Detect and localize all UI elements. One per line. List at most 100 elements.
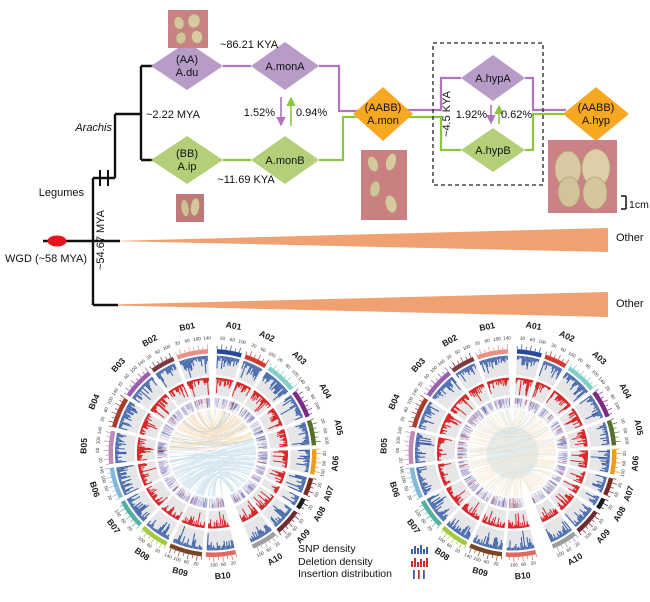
svg-text:100: 100	[400, 475, 407, 484]
svg-text:20: 20	[106, 494, 113, 501]
svg-text:100: 100	[473, 556, 482, 563]
svg-text:100: 100	[106, 396, 114, 405]
svg-text:60: 60	[230, 337, 236, 343]
svg-text:20: 20	[417, 380, 424, 387]
circos-plot-left: 20 60 100A012060100A022060100140A032060100…	[78, 320, 345, 582]
svg-text:A07: A07	[621, 484, 636, 502]
svg-text:B04: B04	[86, 392, 102, 411]
svg-text:60: 60	[103, 485, 110, 492]
svg-text:100: 100	[267, 350, 277, 358]
insertion-distribution-label: Insertion distribution	[298, 568, 392, 581]
svg-text:A03: A03	[590, 349, 609, 367]
svg-text:20: 20	[154, 547, 161, 554]
gene-flow-062-label: 0.62%	[501, 109, 532, 121]
svg-text:A10: A10	[266, 551, 285, 568]
node-a-hypb	[461, 128, 525, 172]
track-legend: SNP density Deletion density Insertion d…	[298, 543, 430, 581]
node-a-hypa	[461, 55, 525, 101]
svg-text:20: 20	[607, 504, 614, 511]
svg-text:60: 60	[560, 346, 567, 353]
svg-text:A05: A05	[632, 419, 645, 437]
svg-text:B03: B03	[409, 356, 427, 375]
divergence-1169kya-label: ~11.69 KYA	[217, 174, 275, 186]
node-a-ip-label: A.ip	[178, 161, 197, 173]
svg-text:60: 60	[521, 562, 527, 568]
node-a-hyp	[563, 87, 629, 141]
node-a-du	[151, 42, 223, 90]
synteny-links	[168, 409, 257, 497]
svg-text:60: 60	[123, 373, 130, 380]
svg-text:20: 20	[604, 385, 611, 392]
svg-text:60: 60	[621, 460, 626, 466]
node-a-du-genome-label: (AA)	[176, 54, 198, 66]
snp-density-label: SNP density	[298, 543, 356, 556]
svg-text:20: 20	[406, 494, 413, 501]
svg-text:A04: A04	[317, 382, 333, 401]
svg-text:60: 60	[184, 338, 191, 344]
svg-text:60: 60	[484, 338, 491, 344]
svg-text:100: 100	[591, 369, 600, 378]
node-a-hyp-genome-label: (AABB)	[578, 102, 615, 114]
other-top-label: Other	[616, 232, 644, 244]
svg-text:B03: B03	[109, 356, 127, 375]
gene-flow-152-label: 1.52%	[244, 107, 275, 119]
svg-text:140: 140	[437, 358, 446, 367]
svg-text:60: 60	[103, 406, 110, 413]
svg-text:100: 100	[510, 562, 518, 567]
svg-text:20: 20	[126, 525, 133, 532]
svg-text:20: 20	[577, 356, 584, 363]
svg-text:100: 100	[100, 475, 107, 484]
svg-text:B02: B02	[440, 332, 459, 349]
svg-text:B10: B10	[514, 570, 531, 581]
node-a-ip	[151, 136, 223, 184]
legend-row-snp: SNP density	[298, 543, 430, 556]
density-tracks	[114, 355, 311, 551]
svg-text:B05: B05	[378, 438, 389, 455]
wgd-event-dot	[47, 235, 67, 247]
svg-text:60: 60	[322, 428, 328, 434]
photo-a-mon-pods	[361, 150, 407, 220]
svg-text:20: 20	[230, 560, 236, 566]
gene-flow-094-label: 0.94%	[296, 107, 327, 119]
svg-text:100: 100	[556, 550, 565, 558]
node-a-monb	[251, 136, 319, 184]
svg-text:140: 140	[137, 358, 146, 367]
node-a-mona	[251, 42, 319, 90]
svg-text:A07: A07	[321, 484, 336, 502]
node-a-mon-genome-label: (AABB)	[365, 102, 402, 114]
svg-text:20: 20	[298, 517, 305, 524]
svg-text:A03: A03	[290, 349, 309, 367]
red-histogram-icon	[411, 557, 428, 567]
node-a-hypa-label: A.hypA	[475, 73, 511, 85]
svg-text:60: 60	[309, 393, 316, 400]
svg-text:100: 100	[567, 350, 577, 358]
node-a-hypb-label: A.hypB	[475, 145, 510, 157]
svg-text:A08: A08	[311, 504, 328, 523]
svg-text:A06: A06	[629, 455, 640, 472]
svg-text:20: 20	[446, 353, 453, 360]
svg-text:100: 100	[291, 369, 300, 378]
svg-text:20: 20	[493, 561, 499, 567]
svg-text:60: 60	[420, 518, 427, 525]
svg-text:20: 20	[193, 561, 199, 567]
svg-text:60: 60	[591, 525, 598, 532]
other-clade-triangle-bottom	[93, 292, 608, 317]
svg-text:20: 20	[251, 342, 258, 349]
svg-text:100: 100	[624, 436, 630, 445]
node-a-monb-label: A.monB	[265, 155, 304, 167]
svg-text:100: 100	[584, 531, 593, 540]
svg-text:20: 20	[317, 482, 323, 489]
svg-text:60: 60	[622, 428, 628, 434]
svg-text:60: 60	[403, 485, 410, 492]
chromosome-ring	[403, 344, 622, 562]
legend-row-deletion: Deletion density	[298, 556, 430, 569]
svg-text:20: 20	[399, 416, 405, 423]
svg-text:20: 20	[454, 547, 461, 554]
svg-text:20: 20	[398, 457, 403, 463]
svg-text:A01: A01	[225, 320, 242, 333]
svg-text:140: 140	[99, 466, 105, 475]
svg-text:60: 60	[565, 546, 572, 553]
svg-text:20: 20	[620, 418, 626, 425]
svg-text:100: 100	[173, 556, 182, 563]
svg-text:B02: B02	[140, 332, 159, 349]
